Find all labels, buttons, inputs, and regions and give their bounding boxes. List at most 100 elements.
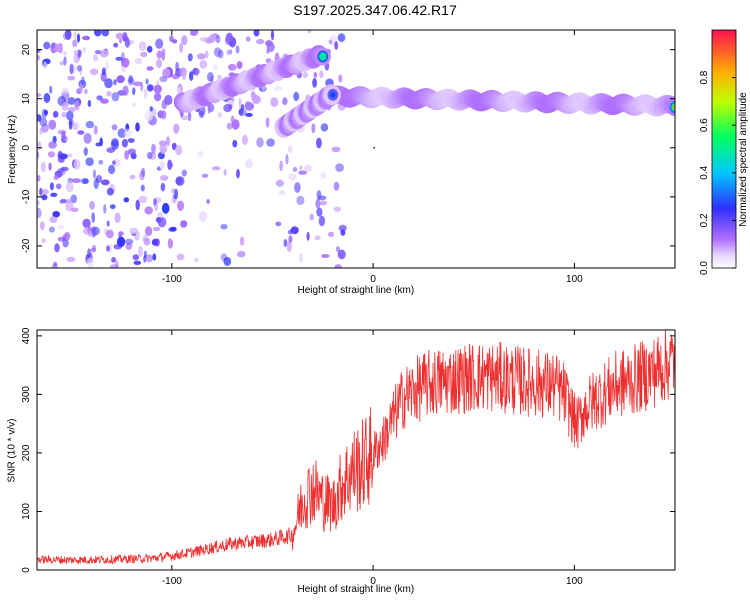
noise-blob xyxy=(156,212,164,218)
noise-blob xyxy=(275,179,285,187)
noise-blob xyxy=(320,172,327,179)
noise-blob xyxy=(124,150,129,160)
noise-blob xyxy=(161,99,168,110)
noise-blob xyxy=(226,122,233,130)
noise-blob xyxy=(132,87,136,96)
noise-blob xyxy=(177,200,185,211)
noise-blob xyxy=(65,181,74,193)
noise-blob xyxy=(91,212,95,223)
colorbar-tick-label: 0.2 xyxy=(699,213,710,227)
noise-blob xyxy=(235,45,240,54)
noise-blob xyxy=(124,128,132,138)
noise-blob xyxy=(265,40,273,47)
noise-blob xyxy=(94,30,102,37)
noise-blob xyxy=(314,235,321,240)
noise-blob xyxy=(240,104,245,111)
noise-blob xyxy=(43,41,51,50)
noise-blob xyxy=(149,106,153,112)
noise-blob xyxy=(158,140,167,146)
noise-blob xyxy=(215,34,221,44)
noise-blob xyxy=(175,61,180,72)
snr-ylabel: SNR (10 * v/v) xyxy=(6,418,18,482)
noise-blob xyxy=(143,237,151,246)
chart-title: S197.2025.347.06.42.R17 xyxy=(293,2,457,18)
noise-blob xyxy=(275,221,282,227)
noise-blob xyxy=(229,49,233,55)
noise-blob xyxy=(236,168,240,179)
noise-blob xyxy=(72,178,81,184)
spectrogram-ytick-label: 0 xyxy=(21,145,32,151)
spectrogram-xlabel: Height of straight line (km) xyxy=(297,284,415,296)
noise-blob xyxy=(283,239,288,247)
noise-blob xyxy=(146,84,154,92)
ridge-segment xyxy=(320,54,325,59)
noise-blob xyxy=(144,226,153,237)
noise-blob xyxy=(145,254,153,263)
noise-blob xyxy=(62,32,70,40)
noise-blob xyxy=(127,148,136,155)
noise-blob xyxy=(114,212,121,223)
noise-blob xyxy=(129,174,136,180)
noise-blob xyxy=(106,245,110,252)
noise-blob xyxy=(182,69,186,81)
noise-blob xyxy=(120,51,125,63)
noise-blob xyxy=(54,243,60,253)
colorbar-label: Normalized spectral amplitude xyxy=(737,91,749,227)
noise-blob xyxy=(133,260,142,265)
noise-blob xyxy=(138,195,148,204)
noise-blob xyxy=(266,49,270,54)
noise-blob xyxy=(49,85,53,94)
noise-blob xyxy=(256,38,265,45)
noise-blob xyxy=(273,86,283,92)
snr-ytick-label: 200 xyxy=(21,444,32,461)
noise-blob xyxy=(77,49,82,58)
noise-blob xyxy=(174,188,179,200)
noise-blob xyxy=(167,238,174,249)
colorbar-tick-label: 0.4 xyxy=(699,165,710,179)
noise-blob xyxy=(37,175,41,182)
noise-blob xyxy=(59,199,68,204)
snr-xlabel: Height of straight line (km) xyxy=(297,583,415,595)
noise-blob xyxy=(143,254,147,263)
noise-blob xyxy=(160,148,166,154)
noise-blob xyxy=(72,39,78,48)
noise-blob xyxy=(304,164,312,172)
noise-blob xyxy=(123,197,130,203)
noise-blob xyxy=(72,121,80,131)
noise-blob xyxy=(194,257,199,263)
noise-blob xyxy=(47,151,56,158)
noise-blob xyxy=(92,54,98,62)
noise-blob xyxy=(132,102,136,108)
noise-blob xyxy=(63,232,71,241)
spectrogram-ytick-label: -10 xyxy=(21,189,32,204)
noise-blob xyxy=(316,137,322,149)
noise-blob xyxy=(299,165,303,171)
noise-blob xyxy=(328,39,333,45)
noise-blob xyxy=(265,117,270,128)
noise-blob xyxy=(37,151,40,159)
noise-blob xyxy=(226,49,230,56)
noise-blob xyxy=(223,256,232,266)
noise-blob xyxy=(176,253,185,261)
noise-blob xyxy=(70,207,79,213)
noise-blob xyxy=(245,112,253,117)
noise-blob xyxy=(146,66,154,71)
noise-blob xyxy=(207,72,214,82)
noise-blob xyxy=(103,204,107,214)
noise-blob xyxy=(115,32,123,40)
noise-blob xyxy=(333,181,340,191)
noise-blob xyxy=(245,101,250,109)
noise-blob xyxy=(135,122,140,132)
noise-blob xyxy=(337,249,346,260)
noise-blob xyxy=(237,250,246,258)
noise-blob xyxy=(67,75,76,81)
noise-blob xyxy=(170,162,173,168)
noise-blob xyxy=(61,131,66,141)
snr-series-line xyxy=(37,330,675,565)
noise-blob xyxy=(319,70,324,79)
noise-blob xyxy=(179,42,183,54)
noise-blob xyxy=(113,42,119,48)
noise-blob xyxy=(170,198,178,204)
noise-blob xyxy=(49,182,54,191)
noise-blob xyxy=(317,195,327,201)
